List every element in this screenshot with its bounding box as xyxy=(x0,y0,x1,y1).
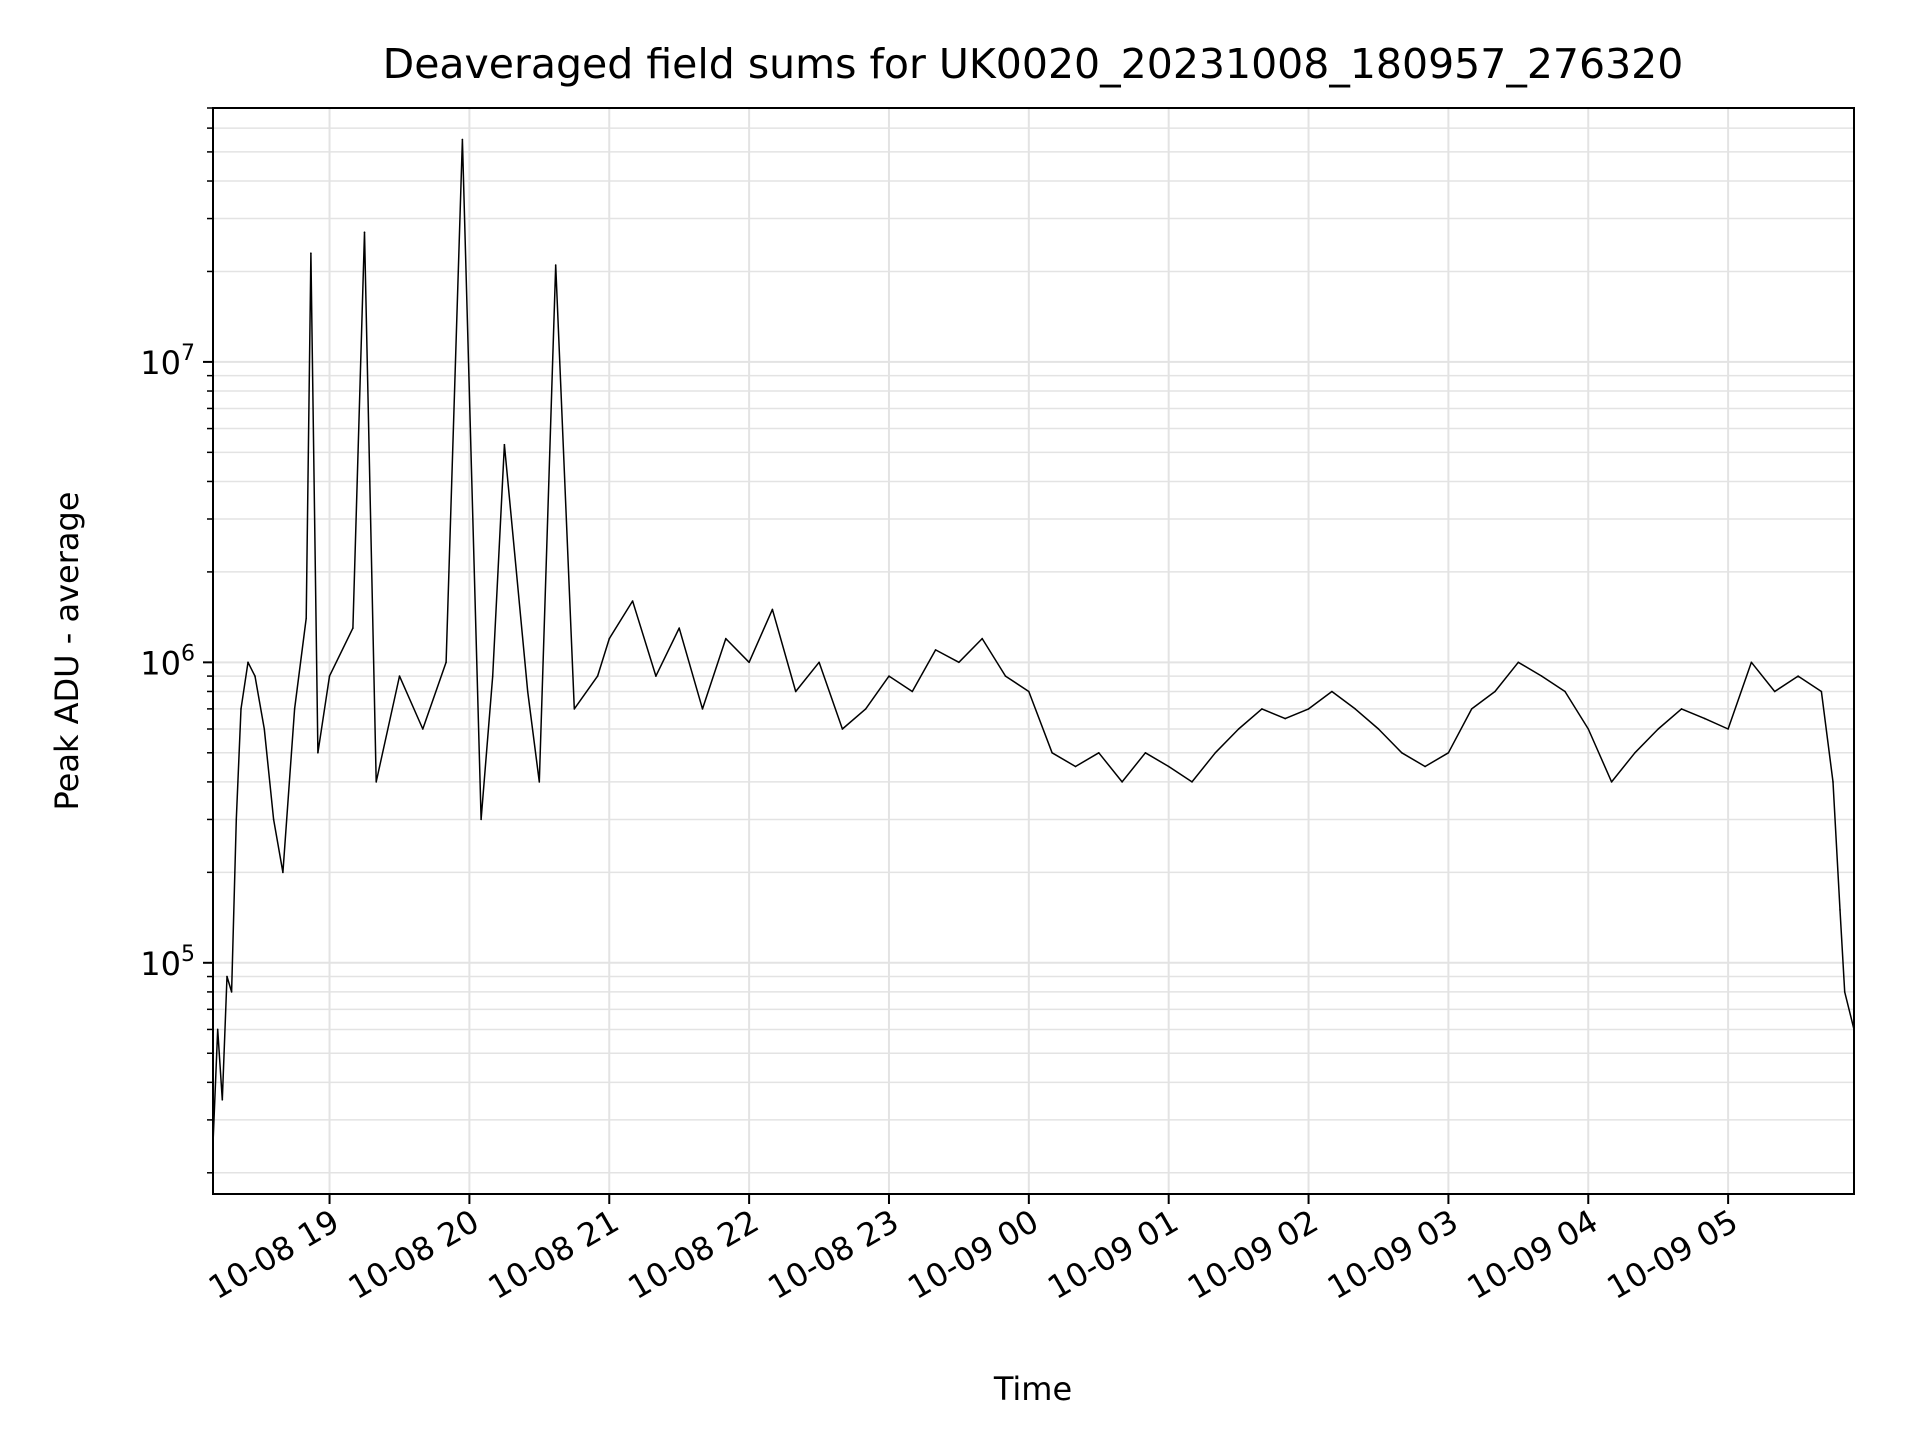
data-point xyxy=(841,728,844,730)
data-point xyxy=(398,675,401,677)
data-point xyxy=(1750,661,1753,664)
data-point xyxy=(1051,752,1053,754)
data-point xyxy=(1284,717,1286,720)
data-point xyxy=(1447,752,1450,754)
plot-frame xyxy=(212,107,1855,1195)
grid xyxy=(213,107,1854,1194)
data-point xyxy=(263,728,266,730)
data-point xyxy=(911,690,914,693)
data-point xyxy=(596,675,599,677)
data-point xyxy=(1727,728,1729,730)
data-point xyxy=(1377,728,1380,730)
data-point xyxy=(226,975,228,978)
data-point xyxy=(1564,690,1566,693)
data-point xyxy=(1354,708,1356,710)
data-point xyxy=(1839,909,1841,911)
series-layer xyxy=(212,138,1855,1145)
data-point xyxy=(247,661,249,664)
data-point xyxy=(305,617,308,620)
data-point xyxy=(254,675,256,677)
data-point xyxy=(1494,690,1496,693)
data-point xyxy=(526,690,529,693)
data-point xyxy=(445,661,447,664)
x-axis-label: Time xyxy=(993,1370,1072,1408)
data-point xyxy=(678,627,680,629)
data-point xyxy=(1028,690,1030,693)
data-point xyxy=(701,708,704,710)
data-point xyxy=(1307,708,1310,710)
data-point xyxy=(272,818,275,821)
data-point xyxy=(1820,690,1823,693)
y-tick-label: 106 xyxy=(140,641,195,682)
data-point xyxy=(1587,728,1590,730)
data-point xyxy=(1331,690,1333,693)
data-point xyxy=(1832,781,1834,783)
series-0 xyxy=(212,138,1855,1145)
data-point xyxy=(422,728,424,730)
data-point xyxy=(864,708,867,710)
data-point xyxy=(461,138,464,141)
data-point xyxy=(221,1099,224,1101)
chart-title: Deaveraged field sums for UK0020_2023100… xyxy=(383,40,1684,88)
data-point xyxy=(573,708,576,710)
data-point xyxy=(655,675,657,677)
y-axis-label: Peak ADU - average xyxy=(48,492,86,811)
data-point xyxy=(1540,675,1543,677)
data-point xyxy=(352,627,354,629)
data-point xyxy=(934,649,937,651)
data-point xyxy=(1797,675,1799,677)
data-point xyxy=(1704,717,1706,720)
data-point xyxy=(608,637,611,640)
data-point xyxy=(503,443,506,446)
data-point xyxy=(1657,728,1659,730)
data-point xyxy=(631,600,634,602)
data-point xyxy=(888,675,890,677)
data-point xyxy=(282,871,284,874)
data-point xyxy=(794,690,797,693)
data-point xyxy=(216,1028,219,1031)
data-point xyxy=(981,637,983,640)
data-point xyxy=(771,608,774,611)
data-point xyxy=(818,661,820,664)
data-point xyxy=(480,818,482,821)
data-point xyxy=(1680,708,1683,710)
data-point xyxy=(375,781,378,783)
data-point xyxy=(1074,765,1077,768)
data-point xyxy=(240,708,242,710)
data-point xyxy=(1214,752,1217,754)
data-point xyxy=(1098,752,1100,754)
data-point xyxy=(310,252,312,254)
data-point xyxy=(958,661,960,664)
data-point xyxy=(1144,752,1147,754)
data-point xyxy=(1237,728,1240,730)
data-point xyxy=(1843,991,1846,993)
data-point xyxy=(1167,765,1170,768)
data-point xyxy=(1634,752,1636,754)
data-point xyxy=(1517,661,1520,664)
y-tick-label: 107 xyxy=(140,341,195,382)
data-point xyxy=(363,231,366,234)
data-point xyxy=(328,675,331,677)
data-point xyxy=(235,818,238,821)
data-point xyxy=(230,991,233,993)
y-tick-label: 105 xyxy=(140,942,195,983)
data-point xyxy=(1004,675,1007,677)
data-point xyxy=(1401,752,1403,754)
data-point xyxy=(1470,708,1473,710)
data-point xyxy=(1610,781,1613,783)
data-point xyxy=(1424,765,1426,768)
data-point xyxy=(725,637,727,640)
data-point xyxy=(1773,690,1776,693)
data-point xyxy=(748,661,750,664)
data-point xyxy=(491,675,494,677)
data-point xyxy=(317,752,319,754)
data-point xyxy=(538,781,541,783)
data-point xyxy=(1191,781,1193,783)
data-point xyxy=(1121,781,1123,783)
data-point xyxy=(293,708,296,710)
data-point xyxy=(554,264,557,266)
data-point xyxy=(1261,708,1263,710)
